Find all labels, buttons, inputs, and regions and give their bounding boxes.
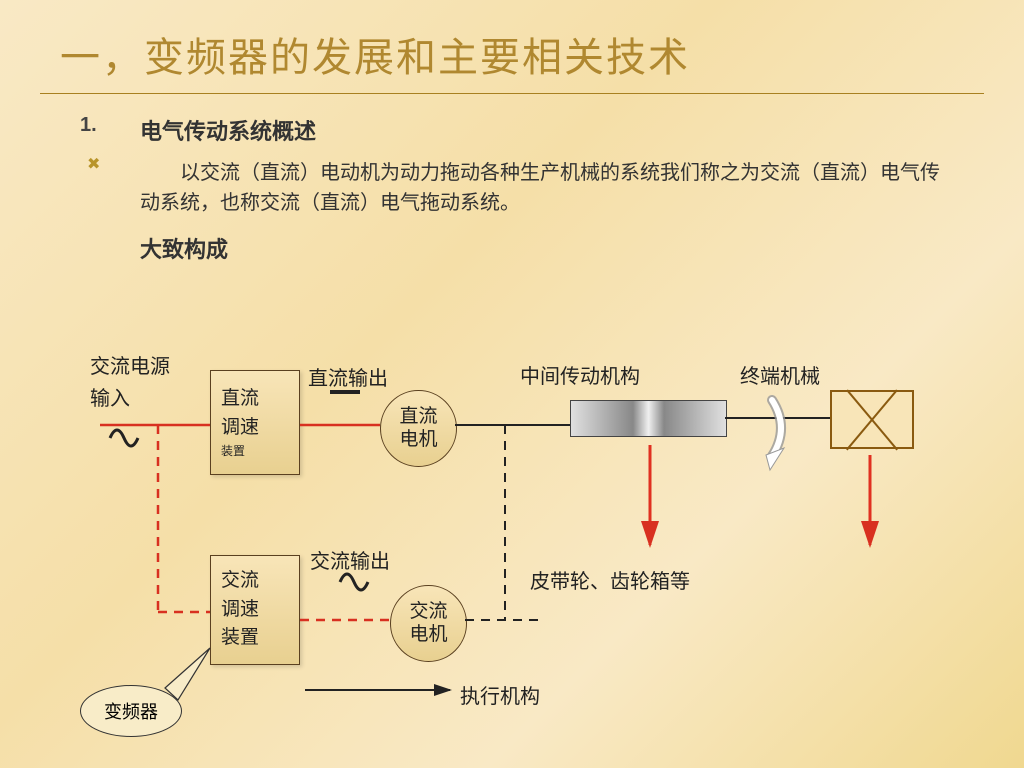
bullet-icon: ✖	[87, 154, 100, 174]
section-heading: 电气传动系统概述	[140, 114, 944, 146]
section-subheading: 大致构成	[140, 232, 944, 264]
section-number: 1.	[80, 114, 97, 137]
diagram-wiring	[0, 330, 1024, 768]
content-block: 1. ✖ 电气传动系统概述 以交流（直流）电动机为动力拖动各种生产机械的系统我们…	[0, 114, 1024, 264]
slide-title: 一，变频器的发展和主要相关技术	[0, 0, 1024, 93]
diagram-area: 交流电源 输入 直流输出 交流输出 中间传动机构 终端机械 皮带轮、齿轮箱等 执…	[0, 330, 1024, 768]
section-paragraph: 以交流（直流）电动机为动力拖动各种生产机械的系统我们称之为交流（直流）电气传动系…	[140, 158, 944, 218]
title-divider	[40, 93, 984, 94]
